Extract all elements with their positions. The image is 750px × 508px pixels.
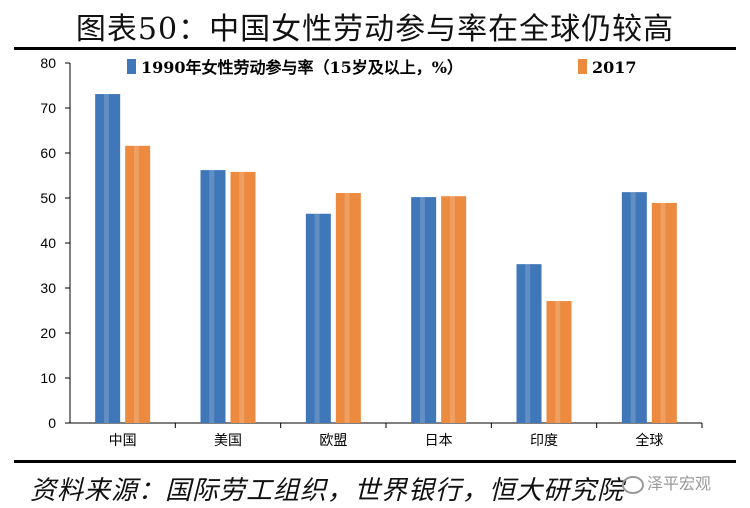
bar-1990-3 xyxy=(411,197,437,423)
bar-highlight xyxy=(525,264,531,423)
bar-highlight xyxy=(314,213,320,423)
bar-1990-0 xyxy=(95,94,121,424)
bar-1990-5 xyxy=(621,192,647,423)
source-note: 资料来源：国际劳工组织，世界银行，恒大研究院 xyxy=(30,476,625,506)
bar-1990-2 xyxy=(305,213,331,423)
bar-2017-5 xyxy=(651,202,677,423)
bar-2017-4 xyxy=(546,301,572,423)
bar-highlight xyxy=(209,170,215,423)
legend-1990-label: 1990年女性劳动参与率（15岁及以上，%） xyxy=(141,58,463,77)
y-tick-label: 40 xyxy=(40,235,56,251)
bar-2017-3 xyxy=(441,196,467,423)
x-tick-label: 日本 xyxy=(425,433,453,449)
y-tick-label: 80 xyxy=(40,55,56,71)
y-tick-label: 30 xyxy=(40,280,56,296)
legend-1990-swatch xyxy=(127,59,136,74)
x-tick-label: 美国 xyxy=(214,433,242,449)
bar-highlight xyxy=(103,94,109,424)
x-tick-label: 欧盟 xyxy=(319,433,347,449)
y-tick-label: 50 xyxy=(40,190,56,206)
x-tick-label: 中国 xyxy=(109,433,137,449)
bottom-rule xyxy=(14,460,736,463)
bar-1990-4 xyxy=(516,264,542,423)
bar-highlight xyxy=(419,197,425,423)
top-rule xyxy=(14,47,736,50)
y-tick-label: 0 xyxy=(48,415,56,431)
bar-1990-1 xyxy=(200,170,226,423)
wechat-icon xyxy=(622,475,644,494)
x-tick-label: 印度 xyxy=(530,433,558,449)
bar-highlight xyxy=(449,196,455,423)
bar-highlight xyxy=(133,145,139,424)
y-tick-label: 20 xyxy=(40,325,56,341)
legend-2017-label: 2017 xyxy=(592,58,637,77)
bar-highlight xyxy=(660,202,666,423)
x-tick-label: 全球 xyxy=(635,432,663,449)
bar-highlight xyxy=(555,301,561,423)
figure-title: 图表50：中国女性劳动参与率在全球仍较高 xyxy=(75,12,675,47)
y-tick-label: 10 xyxy=(40,370,56,386)
legend-2017-swatch xyxy=(578,59,587,74)
watermark: 泽平宏观 xyxy=(622,470,711,494)
watermark-label: 泽平宏观 xyxy=(647,474,712,493)
bar-2017-2 xyxy=(335,193,361,423)
bar-2017-1 xyxy=(230,171,256,423)
bar-highlight xyxy=(344,193,350,423)
bar-highlight xyxy=(630,192,636,423)
bar-highlight xyxy=(239,171,245,423)
y-tick-label: 60 xyxy=(40,145,56,161)
y-tick-label: 70 xyxy=(40,100,56,116)
bar-2017-0 xyxy=(125,145,151,424)
bar-chart: 0 10 20 30 40 50 60 70 80 中国 美国 欧盟 日本 印度 全球 1990年女性劳动参与… xyxy=(40,55,703,449)
